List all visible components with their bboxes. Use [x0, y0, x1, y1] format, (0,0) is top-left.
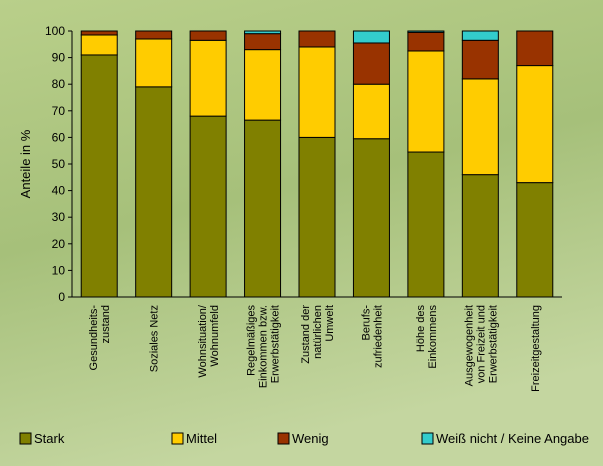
- y-axis-label: Anteile in %: [18, 129, 33, 198]
- y-tick-label: 40: [52, 184, 66, 198]
- bar-segment: [407, 50, 445, 153]
- bar-segment: [352, 42, 390, 85]
- bar-segment: [244, 119, 282, 298]
- bar-segment: [407, 151, 445, 298]
- bar-segment: [461, 39, 499, 80]
- x-tick-label: Zustand dernatürlichenUmwelt: [300, 305, 336, 364]
- y-tick-label: 0: [58, 290, 65, 304]
- x-tick-label: RegelmäßigesEinkommen bzw.Erwerbstätigke…: [246, 305, 282, 389]
- bar-segment: [244, 30, 282, 35]
- y-tick-label: 80: [52, 77, 66, 91]
- bar-segment: [189, 30, 227, 41]
- legend-swatch: [277, 432, 290, 445]
- x-tick-label: Berufs-zufriedenheit: [360, 305, 384, 368]
- y-tick-label: 10: [52, 263, 66, 277]
- legend-swatch: [171, 432, 184, 445]
- y-tick-label: 90: [52, 51, 66, 65]
- x-tick-label: Soziales Netz: [149, 305, 161, 372]
- x-tick-label: Höhe desEinkommens: [415, 305, 439, 369]
- bar-segment: [135, 38, 173, 88]
- bar-segment: [298, 46, 336, 138]
- bar-segment: [80, 54, 118, 298]
- bar-segment: [244, 49, 282, 121]
- bar-segment: [189, 115, 227, 298]
- bar-segment: [407, 30, 445, 33]
- bar-segment: [516, 182, 554, 298]
- legend-label: Stark: [34, 431, 65, 446]
- bar-segment: [80, 34, 118, 56]
- y-tick-label: 100: [45, 24, 65, 38]
- legend-label: Wenig: [292, 431, 329, 446]
- legend-swatch: [19, 432, 32, 445]
- bar-segment: [352, 83, 390, 140]
- bar-segment: [461, 30, 499, 41]
- x-tick-label: Freizeitgestaltung: [530, 305, 542, 392]
- bar-segment: [298, 136, 336, 298]
- x-tick-label: Gesundheits-zustand: [88, 305, 112, 371]
- bar-segment: [80, 30, 118, 36]
- bar-segment: [407, 31, 445, 52]
- bar-segment: [352, 30, 390, 44]
- legend-label: Mittel: [186, 431, 217, 446]
- bar-segment: [135, 30, 173, 40]
- y-tick-label: 20: [52, 237, 66, 251]
- x-tick-label: Ausgewogenheitvon Freizeit undErwerbstät…: [463, 305, 499, 386]
- y-tick-label: 30: [52, 210, 66, 224]
- bar-segment: [189, 39, 227, 117]
- legend-label: Weiß nicht / Keine Angabe: [436, 431, 589, 446]
- bar-segment: [244, 33, 282, 51]
- y-tick-label: 50: [52, 157, 66, 171]
- bar-segment: [461, 174, 499, 298]
- bar-segment: [352, 138, 390, 298]
- bar-segment: [298, 30, 336, 48]
- x-tick-label: Wohnsituation/Wohnumfeld: [197, 304, 221, 378]
- legend-swatch: [421, 432, 434, 445]
- bar-segment: [516, 65, 554, 184]
- bar-segment: [461, 78, 499, 176]
- bar-segment: [135, 86, 173, 298]
- y-tick-label: 60: [52, 130, 66, 144]
- bar-segment: [516, 30, 554, 67]
- y-tick-label: 70: [52, 104, 66, 118]
